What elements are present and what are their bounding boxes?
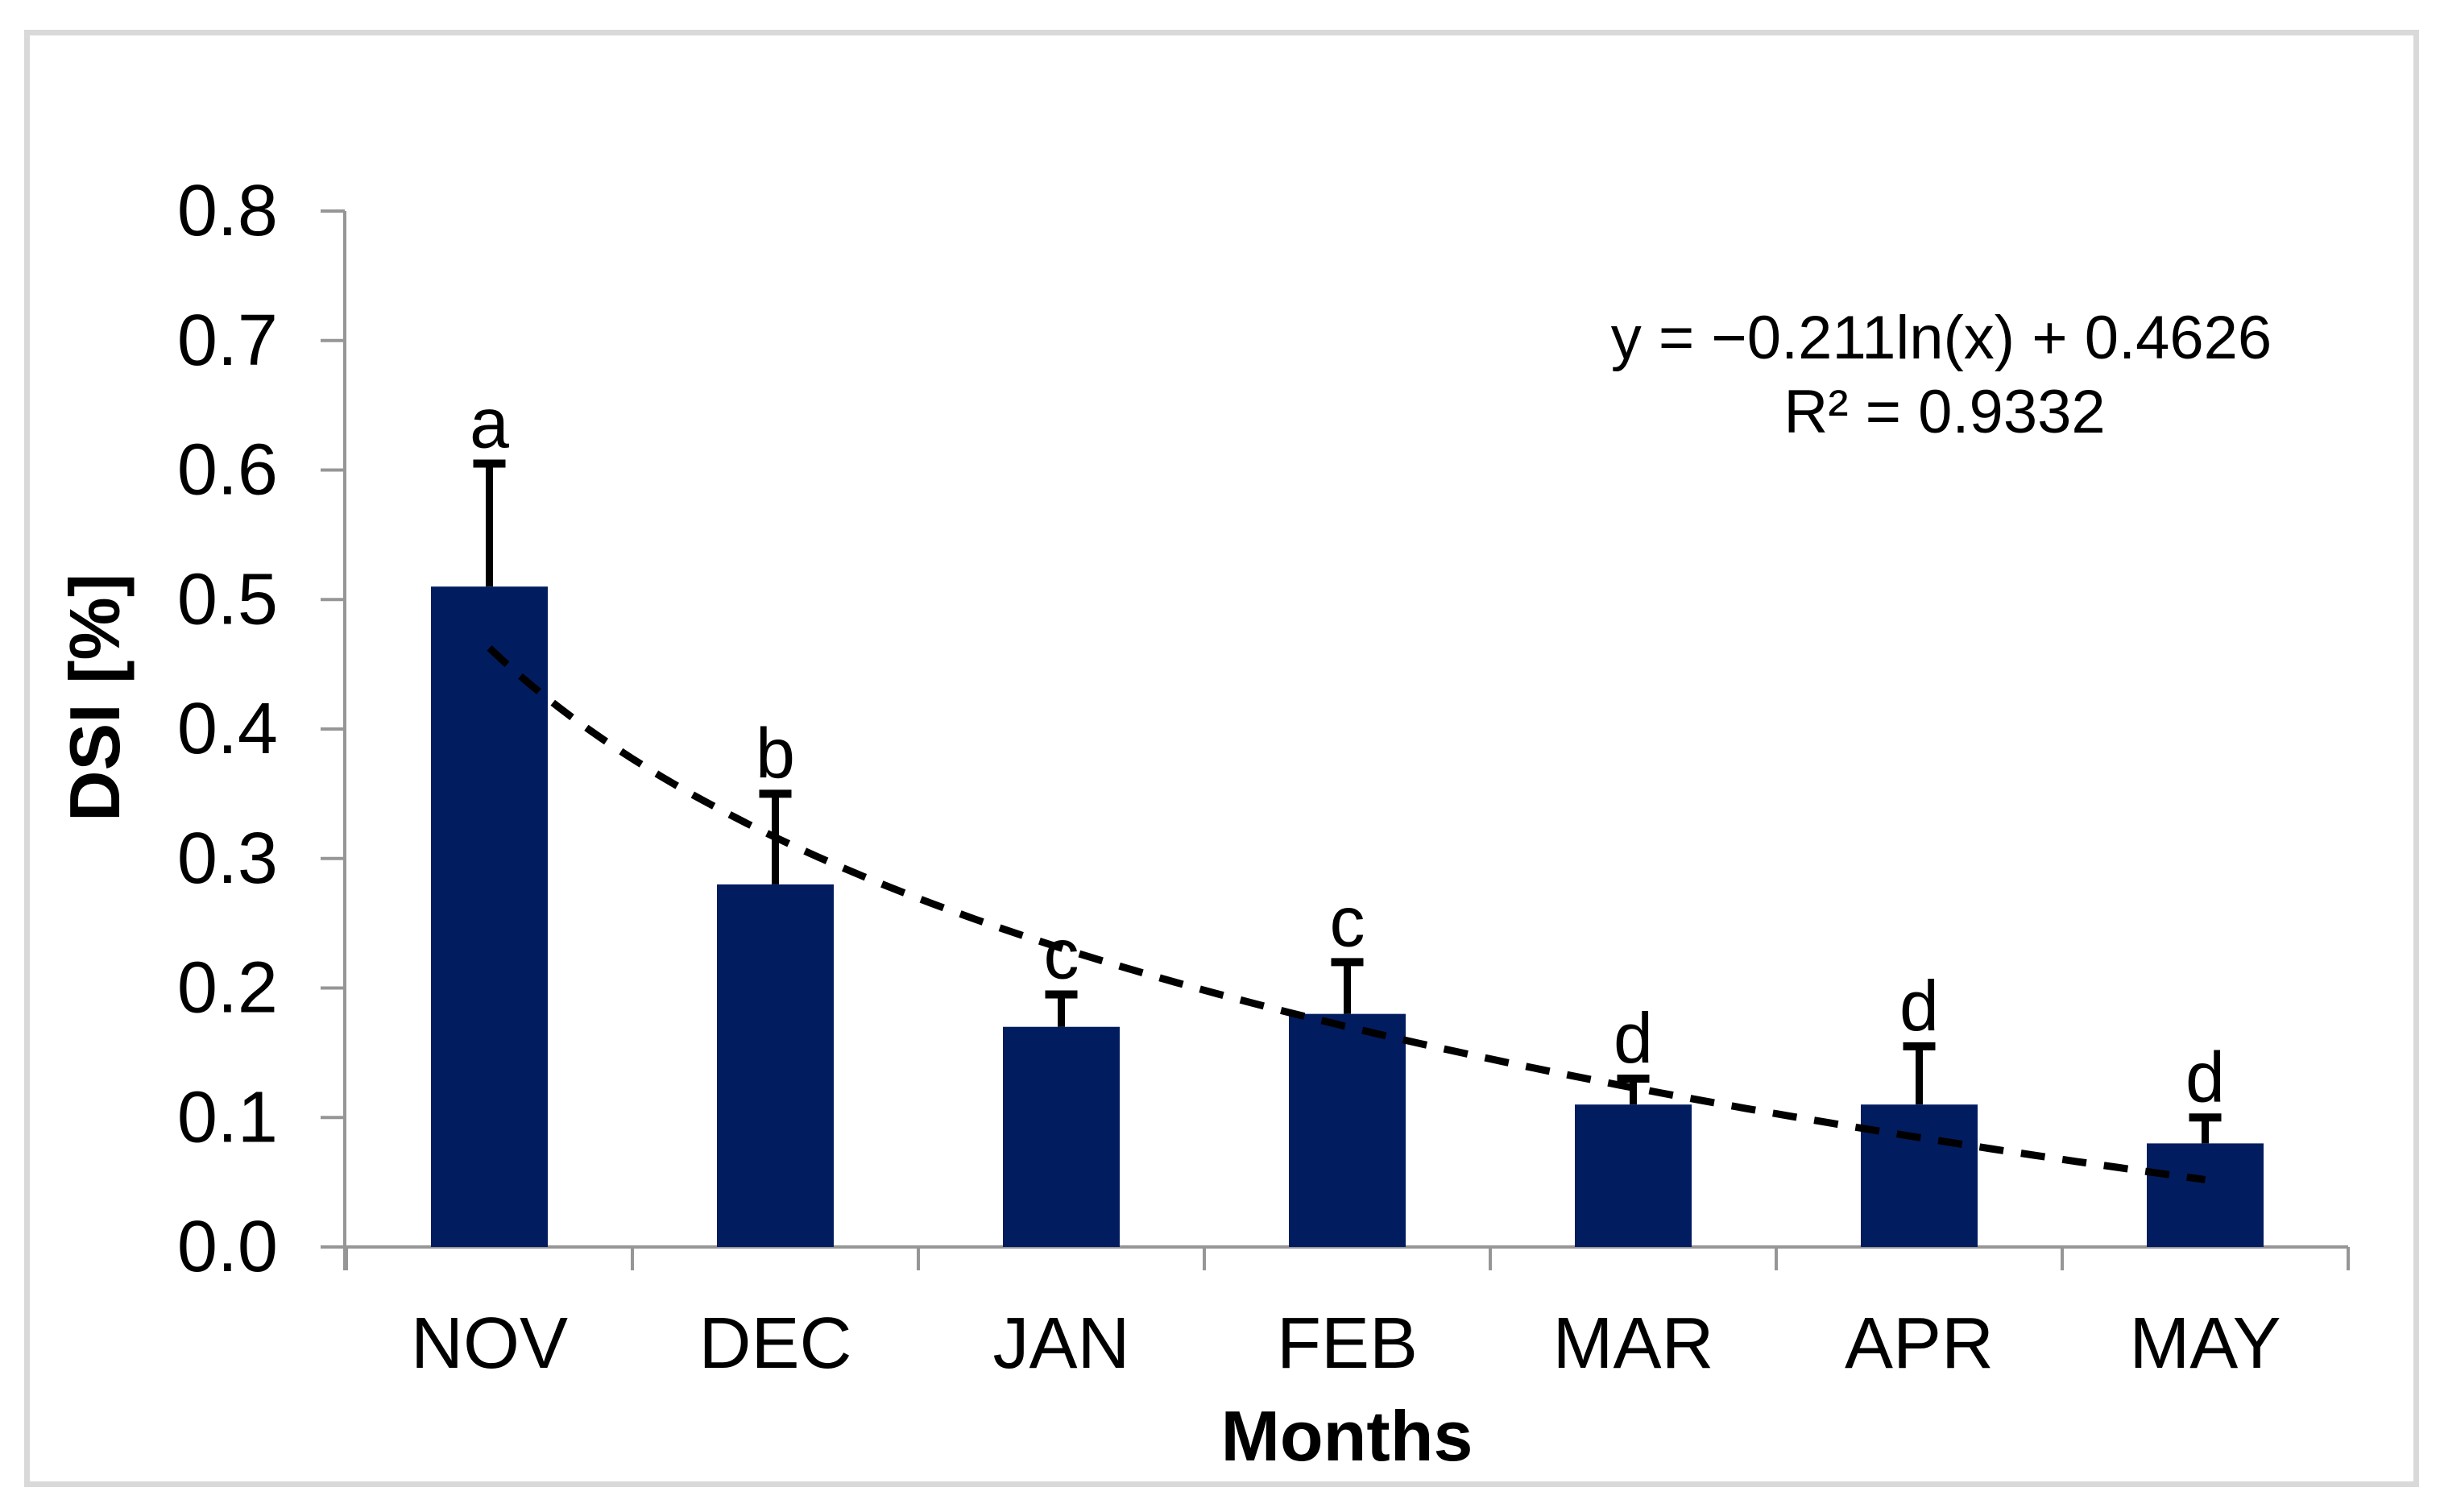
- y-tick-label: 0.7: [177, 300, 278, 381]
- x-category-label-may: MAY: [2129, 1303, 2281, 1384]
- sig-letter-nov: a: [470, 383, 509, 462]
- trendline-r2: R² = 0.9332: [1783, 378, 2105, 446]
- bar-jan: [1003, 1026, 1120, 1247]
- bar-nov: [431, 586, 548, 1247]
- y-tick-label: 0.5: [177, 559, 278, 640]
- sig-letter-mar: d: [1614, 998, 1653, 1078]
- x-axis-title: Months: [1221, 1396, 1473, 1476]
- labels-group: 0.0 0.1 0.2 0.3 0.4 0.5 0.6 0.7 0.8 a NOV b DEC c JAN c…: [177, 171, 2281, 1384]
- y-tick-label: 0.6: [177, 430, 278, 511]
- bar-mar: [1575, 1104, 1692, 1247]
- sig-letter-dec: b: [756, 713, 795, 793]
- y-tick-label: 0.3: [177, 818, 278, 899]
- bar-may: [2147, 1143, 2264, 1247]
- sig-letter-jan: c: [1044, 914, 1079, 994]
- sig-letter-may: d: [2185, 1037, 2225, 1116]
- sig-letter-apr: d: [1899, 966, 1939, 1046]
- trendline-curve: [487, 645, 2206, 1183]
- figure-border: [24, 30, 2419, 1487]
- bar-dec: [717, 884, 834, 1247]
- sig-letter-feb: c: [1330, 881, 1365, 961]
- bar-feb: [1289, 1013, 1406, 1247]
- x-category-label-dec: DEC: [698, 1303, 851, 1384]
- bar-apr: [1861, 1104, 1978, 1247]
- y-tick-label: 0.8: [177, 171, 278, 251]
- trendline-group: [487, 645, 2206, 1183]
- trendline-equation: y = −0.211ln(x) + 0.4626: [1611, 304, 2272, 372]
- y-tick-label: 0.2: [177, 948, 278, 1029]
- x-category-label-jan: JAN: [992, 1303, 1129, 1384]
- x-category-label-nov: NOV: [411, 1303, 568, 1384]
- x-category-label-mar: MAR: [1553, 1303, 1714, 1384]
- y-tick-label: 0.1: [177, 1077, 278, 1158]
- x-category-label-apr: APR: [1845, 1303, 1994, 1384]
- y-tick-label: 0.0: [177, 1207, 278, 1287]
- y-tick-label: 0.4: [177, 689, 278, 769]
- bars-group: [431, 459, 2264, 1247]
- x-category-label-feb: FEB: [1277, 1303, 1418, 1384]
- y-axis-title: DSI [%]: [55, 574, 135, 822]
